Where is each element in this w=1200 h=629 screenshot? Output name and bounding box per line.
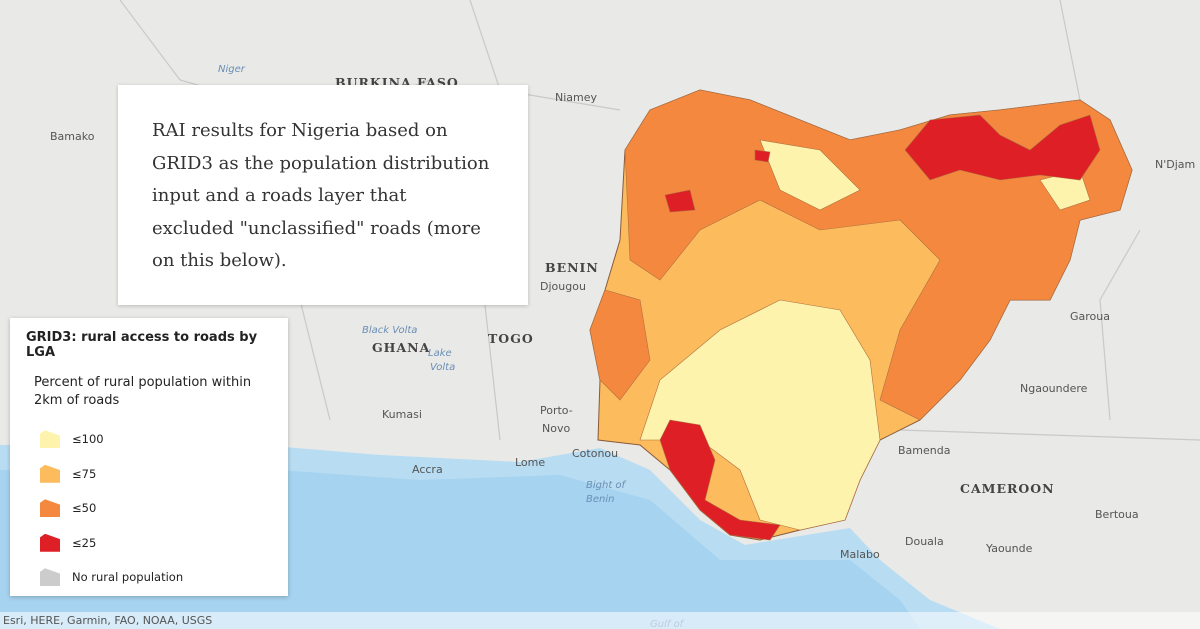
legend-label: No rural population [72, 570, 184, 585]
info-box: RAI results for Nigeria based on GRID3 a… [118, 85, 528, 305]
legend-title: GRID3: rural access to roads by LGA [26, 330, 258, 360]
legend-item: ≤100 [40, 422, 272, 457]
lga-region [759, 139, 861, 211]
place-label: Cotonou [572, 447, 618, 460]
place-label: Malabo [840, 548, 880, 561]
place-label: Lake [428, 348, 452, 359]
place-label: Novo [542, 422, 570, 435]
place-label: GHANA [372, 340, 430, 355]
place-label: Garoua [1070, 310, 1110, 323]
place-label: Bamenda [898, 444, 950, 457]
legend-item: No rural population [40, 560, 272, 595]
place-label: Benin [586, 494, 614, 505]
place-label: Accra [412, 463, 443, 476]
place-label: Douala [905, 535, 944, 548]
place-label: Yaounde [985, 542, 1033, 555]
place-label: Black Volta [362, 325, 417, 336]
lga-region [904, 114, 1101, 181]
place-label: Bight of [586, 480, 627, 491]
place-label: Volta [430, 362, 455, 373]
place-label: Ngaoundere [1020, 382, 1088, 395]
legend: GRID3: rural access to roads by LGA Perc… [10, 318, 288, 596]
place-label: Kumasi [382, 408, 422, 421]
legend-item: ≤75 [40, 457, 272, 492]
place-label: Niger [218, 64, 246, 75]
lga-region [659, 419, 781, 541]
legend-label: ≤100 [72, 432, 104, 447]
legend-swatch [40, 430, 60, 449]
lga-region [589, 289, 651, 401]
legend-swatch [40, 464, 60, 483]
place-label: Porto- [540, 404, 573, 417]
place-label: CAMEROON [960, 481, 1055, 496]
legend-swatch [40, 499, 60, 518]
legend-item: ≤50 [40, 491, 272, 526]
place-label: Niamey [555, 91, 598, 104]
place-label: Bamako [50, 130, 95, 143]
lga-region [664, 189, 696, 213]
place-label: BENIN [545, 260, 599, 275]
legend-item: ≤25 [40, 526, 272, 561]
attribution: Esri, HERE, Garmin, FAO, NOAA, USGS [0, 612, 1200, 629]
place-label: Bertoua [1095, 508, 1139, 521]
legend-subtitle: Percent of rural population within 2km o… [34, 375, 252, 408]
legend-label: ≤25 [72, 535, 97, 550]
place-label: N'Djam [1155, 158, 1195, 171]
lga-region [754, 149, 771, 163]
place-label: Lome [515, 456, 545, 469]
legend-swatch [40, 568, 60, 587]
legend-swatch [40, 533, 60, 552]
lga-region [639, 299, 881, 531]
place-label: TOGO [488, 331, 534, 346]
place-label: Djougou [540, 280, 586, 293]
legend-label: ≤75 [72, 466, 97, 481]
legend-items: ≤100 ≤75 ≤50 ≤25 No rural population [26, 422, 272, 595]
legend-label: ≤50 [72, 501, 97, 516]
